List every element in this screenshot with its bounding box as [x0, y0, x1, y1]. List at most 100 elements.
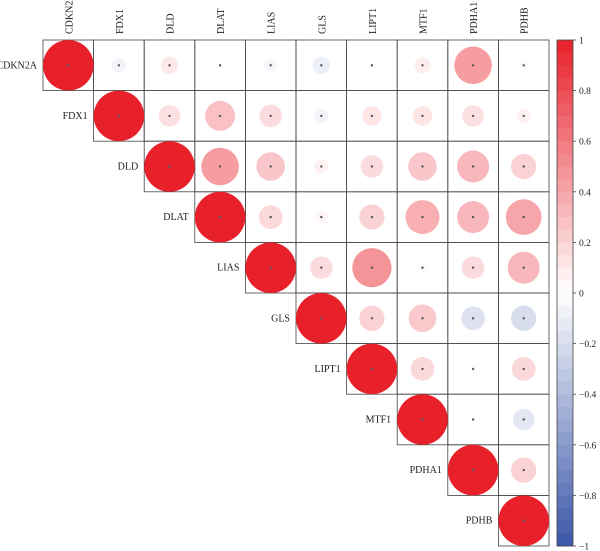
colorbar-tick-label: −0.2 — [579, 340, 596, 350]
column-label-lias: LIAS — [267, 12, 278, 34]
corr-dot-dlat-gls — [320, 215, 323, 219]
corr-dot-cdkn2a-cdkn2a — [67, 64, 70, 67]
corr-dot-fdx1-dld — [168, 114, 171, 118]
colorbar-segment — [557, 343, 573, 357]
column-label-fdx1: FDX1 — [115, 9, 126, 34]
row-label-cdkn2a: CDKN2A — [0, 60, 38, 71]
corr-dot-pdha1-pdha1 — [471, 468, 475, 472]
colorbar-segment — [557, 444, 573, 458]
colorbar-segment — [557, 90, 573, 104]
colorbar-segment — [557, 533, 573, 547]
corr-dot-dld-pdha1 — [471, 165, 475, 168]
corr-dot-cdkn2a-dlat — [218, 64, 222, 67]
column-label-pdha1: PDHA1 — [469, 2, 480, 34]
colorbar-tick-label: −0.6 — [579, 441, 596, 451]
colorbar-segment — [557, 406, 573, 420]
colorbar-segment — [557, 508, 573, 522]
corr-dot-gls-pdhb — [522, 317, 525, 320]
label-layer: CDKN2A FDX1 DLD DLAT LIAS GLS LIPT1 MTF1 PDHA1 PD… — [0, 0, 531, 527]
corr-dot-cdkn2a-gls — [320, 64, 323, 67]
corr-dot-lias-gls — [320, 266, 323, 269]
colorbar-segment — [557, 166, 573, 180]
row-label-lias: LIAS — [217, 263, 239, 274]
colorbar-segment — [557, 191, 573, 205]
colorbar-segment — [557, 457, 573, 471]
corr-dot-gls-mtf1 — [421, 317, 424, 320]
row-label-dlat: DLAT — [163, 212, 189, 223]
corr-dot-cdkn2a-mtf1 — [421, 64, 424, 67]
corr-dot-fdx1-gls — [320, 114, 323, 118]
corr-dot-pdha1-pdhb — [522, 468, 525, 472]
colorbar-segment — [557, 520, 573, 534]
colorbar-segment — [557, 141, 573, 155]
colorbar-tick-label: −0.8 — [579, 492, 596, 502]
corr-dot-gls-pdha1 — [471, 317, 475, 320]
corr-dot-dld-gls — [320, 165, 323, 168]
column-label-pdhb: PDHB — [520, 7, 531, 34]
corr-dot-dlat-dlat — [218, 215, 222, 219]
colorbar-segment — [557, 280, 573, 294]
colorbar-segment — [557, 267, 573, 281]
corr-dot-fdx1-mtf1 — [421, 114, 424, 118]
colorbar-segment — [557, 305, 573, 319]
column-label-mtf1: MTF1 — [419, 8, 430, 34]
corr-dot-dld-lipt1 — [370, 165, 374, 168]
corr-dot-mtf1-pdhb — [522, 418, 525, 421]
corr-dot-cdkn2a-pdha1 — [471, 64, 475, 67]
corr-dot-dld-dld — [168, 165, 171, 168]
colorbar-segment — [557, 242, 573, 256]
colorbar-segment — [557, 217, 573, 231]
colorbar-tick-label: 0 — [579, 290, 584, 300]
corr-dot-dlat-pdha1 — [471, 215, 475, 219]
colorbar-segment — [557, 495, 573, 509]
colorbar-segment — [557, 115, 573, 129]
column-label-cdkn2a: CDKN2A — [64, 0, 75, 34]
corr-dot-dld-pdhb — [522, 165, 525, 168]
colorbar-segment — [557, 52, 573, 66]
colorbar-segment — [557, 419, 573, 433]
colorbar-tick-label: −0.4 — [579, 391, 596, 401]
corr-dot-lias-lias — [269, 266, 272, 269]
circle-layer — [43, 40, 549, 546]
column-label-dlat: DLAT — [216, 8, 227, 34]
corr-dot-lias-lipt1 — [370, 266, 374, 269]
colorbar-tick-label: 0.4 — [579, 188, 591, 198]
colorbar-segment — [557, 482, 573, 496]
corr-dot-lipt1-lipt1 — [370, 367, 374, 371]
corr-dot-dlat-pdhb — [522, 215, 525, 219]
colorbar-segment — [557, 229, 573, 243]
row-label-gls: GLS — [271, 313, 290, 324]
row-label-fdx1: FDX1 — [63, 111, 88, 122]
corr-dot-fdx1-lipt1 — [370, 114, 374, 118]
colorbar-tick-label: 1 — [579, 37, 584, 47]
corr-dot-fdx1-pdha1 — [471, 114, 475, 118]
colorbar-segment — [557, 77, 573, 91]
corr-dot-cdkn2a-fdx1 — [117, 64, 121, 67]
row-label-mtf1: MTF1 — [366, 415, 392, 426]
corr-dot-gls-lipt1 — [370, 317, 374, 320]
colorbar-segment — [557, 381, 573, 395]
corr-dot-fdx1-pdhb — [522, 114, 525, 118]
corr-dot-fdx1-lias — [269, 114, 272, 118]
colorbar-tick-label: −1 — [579, 543, 589, 551]
colorbar-segment — [557, 432, 573, 446]
colorbar-segment — [557, 103, 573, 117]
colorbar-segment — [557, 318, 573, 332]
corr-dot-fdx1-fdx1 — [117, 114, 121, 118]
row-label-dld: DLD — [118, 162, 139, 173]
corr-dot-dld-dlat — [218, 165, 222, 168]
corr-dot-cdkn2a-lias — [269, 64, 272, 67]
corr-dot-lias-pdhb — [522, 266, 525, 269]
corr-dot-mtf1-pdha1 — [471, 418, 475, 421]
row-label-lipt1: LIPT1 — [314, 364, 340, 375]
corr-dot-dld-mtf1 — [421, 165, 424, 168]
colorbar-segment — [557, 470, 573, 484]
corr-dot-cdkn2a-lipt1 — [370, 64, 374, 67]
colorbar: 1 0.8 0.6 0.4 0.2 0 −0.2 −0.4 −0.6 −0.8 −1 — [556, 37, 596, 551]
corr-dot-dlat-lipt1 — [370, 215, 374, 219]
corr-dot-lias-pdha1 — [471, 266, 475, 269]
colorbar-tick-label: 0.8 — [579, 87, 591, 97]
colorbar-segment — [557, 40, 573, 54]
colorbar-segment — [557, 255, 573, 269]
colorbar-segment — [557, 293, 573, 307]
